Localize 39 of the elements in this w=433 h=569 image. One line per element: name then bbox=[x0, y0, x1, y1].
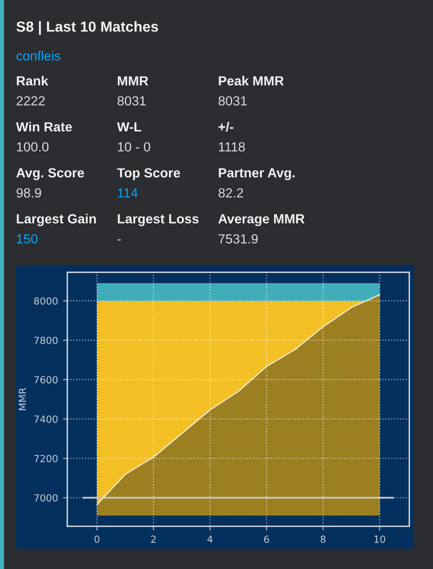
x-tick-label: 10 bbox=[374, 536, 386, 543]
text: confleis bbox=[16, 50, 60, 61]
text: Largest Loss bbox=[118, 214, 199, 226]
text: +/- bbox=[218, 122, 234, 132]
text: 1118 bbox=[219, 142, 245, 152]
text: Top Score bbox=[117, 168, 180, 180]
text: W-L bbox=[117, 122, 142, 132]
text: 8031 bbox=[118, 96, 146, 106]
y-tick-label: 8000 bbox=[34, 297, 58, 305]
text: S8 | Last 10 Matches bbox=[16, 21, 158, 35]
text: 2222 bbox=[16, 96, 45, 106]
text: Partner Avg. bbox=[218, 168, 295, 180]
y-tick-label: 7200 bbox=[34, 454, 58, 462]
y-tick-label: 7600 bbox=[34, 376, 58, 384]
text: Largest Gain bbox=[16, 214, 96, 226]
text: Win Rate bbox=[16, 122, 72, 132]
text: Rank bbox=[16, 76, 48, 86]
text: 8031 bbox=[218, 96, 247, 106]
text: Average MMR bbox=[218, 214, 304, 226]
x-tick-label: 0 bbox=[94, 536, 100, 543]
text: 10 - 0 bbox=[118, 142, 150, 152]
text: - bbox=[118, 239, 121, 240]
text: 150 bbox=[17, 234, 38, 244]
text: 7531.9 bbox=[218, 234, 258, 244]
text: 100.0 bbox=[17, 142, 48, 152]
text: MMR bbox=[118, 76, 148, 86]
x-tick-label: 2 bbox=[151, 536, 156, 543]
x-tick-label: 8 bbox=[320, 536, 326, 543]
y-tick-label: 7000 bbox=[34, 494, 58, 502]
text: Peak MMR bbox=[218, 76, 284, 86]
y-axis-title: MMR bbox=[18, 388, 26, 410]
text: Avg. Score bbox=[16, 168, 84, 180]
text: 98.9 bbox=[16, 188, 42, 198]
x-tick-label: 6 bbox=[264, 536, 270, 543]
y-tick-label: 7400 bbox=[34, 415, 58, 423]
y-tick-label: 7800 bbox=[34, 336, 58, 344]
x-tick-label: 4 bbox=[207, 536, 213, 543]
text: 82.2 bbox=[218, 188, 244, 198]
text: 114 bbox=[118, 188, 138, 198]
